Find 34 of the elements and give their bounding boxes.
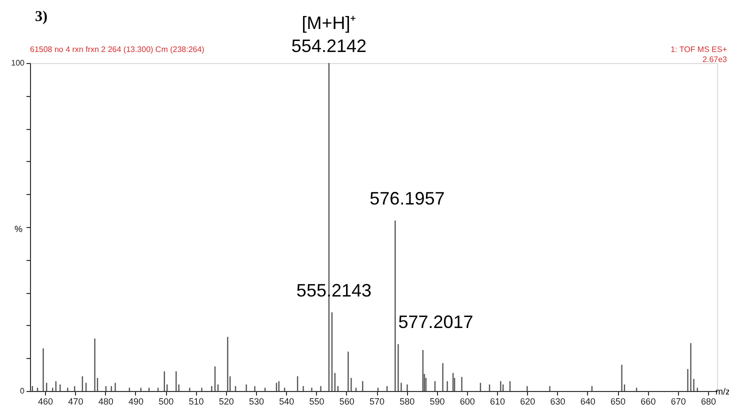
y-axis-title: % <box>14 224 22 234</box>
y-tick-label: 100 <box>11 58 26 68</box>
x-tick-label: 530 <box>248 396 264 405</box>
x-tick-label: 540 <box>279 396 294 405</box>
x-tick-label: 500 <box>158 396 174 405</box>
x-tick-label: 460 <box>38 396 54 405</box>
x-tick-label: 550 <box>309 396 324 405</box>
annotation: 2.67e3 <box>702 55 728 64</box>
y-tick-label: 0 <box>20 386 26 396</box>
x-tick-label: 610 <box>490 396 506 405</box>
annotation: 554.2142 <box>291 36 366 56</box>
text: 1: TOF MS ES+ <box>670 45 728 54</box>
x-tick-label: 470 <box>68 396 84 405</box>
x-tick-label: 520 <box>218 396 234 405</box>
x-tick-label: 480 <box>98 396 114 405</box>
x-tick-label: 560 <box>339 396 354 405</box>
x-tick-label: 580 <box>400 396 415 405</box>
x-tick-label: 620 <box>520 396 536 405</box>
x-tick-label: 490 <box>128 396 144 405</box>
x-tick-label: 680 <box>700 396 716 405</box>
x-tick-label: 630 <box>550 396 566 405</box>
x-tick-label: 590 <box>430 396 445 405</box>
x-tick-label: 510 <box>188 396 204 405</box>
x-tick-label: 570 <box>370 396 385 405</box>
annotation: 576.1957 <box>370 188 445 208</box>
x-tick-label: 660 <box>640 396 656 405</box>
chart-subtitle: 61508 no 4 rxn frxn 2 264 (13.300) Cm (238:264) <box>30 45 205 54</box>
x-tick-label: 670 <box>670 396 686 405</box>
chart-title: 3) <box>35 9 48 25</box>
x-tick-label: 640 <box>580 396 596 405</box>
x-tick-label: 650 <box>610 396 626 405</box>
x-tick-label: 600 <box>460 396 475 405</box>
annotation: 577.2017 <box>398 312 474 332</box>
annotation: [M+H]⁺ <box>302 13 356 33</box>
